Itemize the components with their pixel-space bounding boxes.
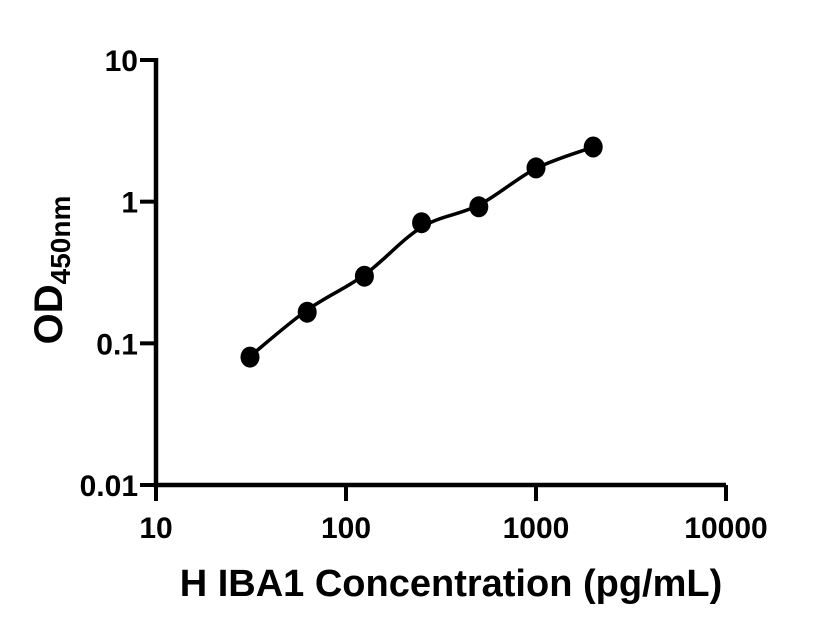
y-tick-label: 0.1 [96, 328, 138, 361]
data-point-layer [240, 136, 603, 368]
x-tick-label: 10 [139, 512, 172, 545]
x-tick-label: 100 [321, 512, 371, 545]
y-axis-title-subscript: 450nm [45, 196, 76, 285]
data-point [526, 157, 546, 179]
data-point [469, 196, 489, 218]
y-axis-title: OD450nm [27, 196, 76, 345]
data-point [583, 136, 603, 158]
y-tick-label: 0.01 [80, 470, 138, 503]
data-point [354, 265, 374, 287]
fit-curve [248, 145, 595, 359]
axes-layer [140, 57, 728, 501]
x-tick-label: 1000 [503, 512, 570, 545]
data-point [297, 301, 317, 323]
y-axis-title-base: OD [27, 284, 71, 344]
data-point [240, 346, 260, 368]
data-point [412, 212, 432, 234]
x-tick-label: 10000 [684, 512, 767, 545]
y-tick-label: 1 [121, 187, 138, 220]
fit-curve-layer [248, 145, 595, 359]
x-axis-title: H IBA1 Concentration (pg/mL) [180, 563, 723, 605]
y-tick-label: 10 [105, 45, 138, 78]
